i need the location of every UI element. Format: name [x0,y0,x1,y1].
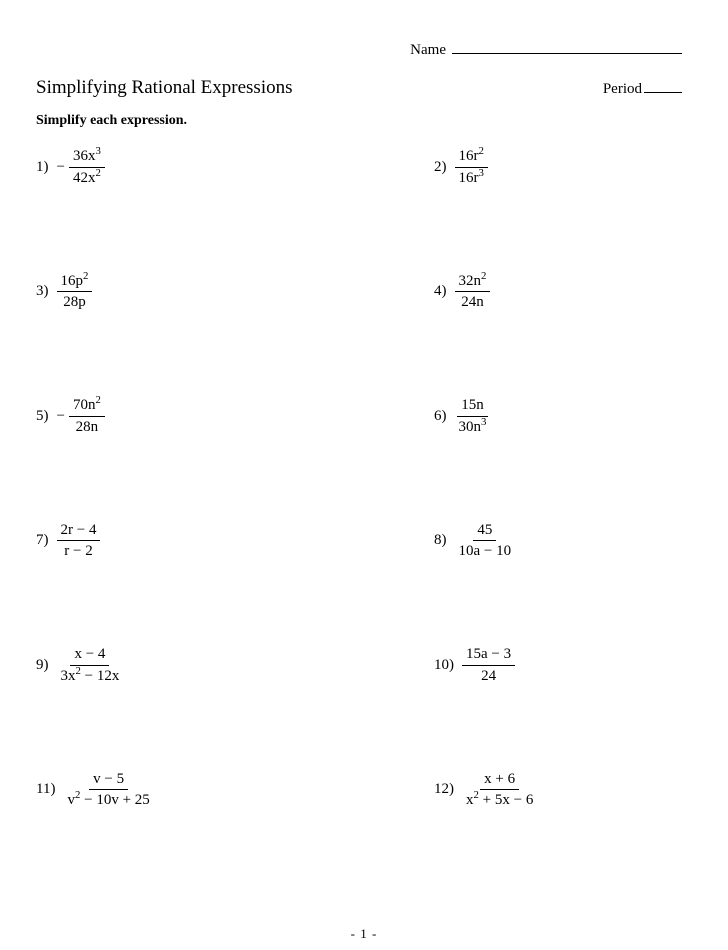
denominator: v2 − 10v + 25 [63,790,153,810]
problem-number: 9) [36,657,49,674]
problem: 10) 15a − 324 [364,645,672,686]
problem-number: 2) [434,159,447,176]
period-blank[interactable] [644,81,682,93]
numerator: v − 5 [89,770,128,791]
denominator: 30n3 [455,417,491,437]
numerator: 16p2 [57,272,93,293]
denominator: x2 + 5x − 6 [462,790,537,810]
problem-number: 4) [434,283,447,300]
page-footer: - 1 - [0,926,728,942]
problem: 6) 15n30n3 [364,396,672,437]
numerator: 15a − 3 [462,645,515,666]
fraction: 2r − 4r − 2 [57,521,101,562]
numerator: 45 [473,521,496,542]
page-title: Simplifying Rational Expressions [36,77,293,99]
problem-number: 1) [36,159,49,176]
denominator: 16r3 [455,168,488,188]
numerator: 32n2 [455,272,491,293]
fraction: 16r216r3 [455,147,488,188]
name-blank[interactable] [452,40,682,54]
name-label: Name [410,42,446,59]
fraction: x + 6x2 + 5x − 6 [462,770,537,811]
problem: 2) 16r216r3 [364,147,672,188]
problem: 12) x + 6x2 + 5x − 6 [364,770,672,811]
problem-number: 12) [434,781,454,798]
numerator: 70n2 [69,396,105,417]
denominator: 24 [477,666,500,686]
fraction: 15n30n3 [455,396,491,437]
problem: 11) v − 5v2 − 10v + 25 [36,770,344,811]
denominator: 28n [72,417,103,437]
problem: 1)−36x342x2 [36,147,344,188]
denominator: 10a − 10 [455,541,516,561]
period-wrap: Period [603,81,692,98]
problem-number: 11) [36,781,55,798]
problem: 9) x − 43x2 − 12x [36,645,344,686]
problem-number: 10) [434,657,454,674]
title-row: Simplifying Rational Expressions Period [36,77,692,99]
negative-sign: − [57,159,65,176]
numerator: 16r2 [455,147,488,168]
problem: 3) 16p228p [36,272,344,313]
worksheet-page: Name Simplifying Rational Expressions Pe… [0,0,728,830]
problem: 5)−70n228n [36,396,344,437]
problem: 7) 2r − 4r − 2 [36,521,344,562]
denominator: 42x2 [69,168,105,188]
fraction: x − 43x2 − 12x [57,645,124,686]
problems-grid: 1)−36x342x22)16r216r33)16p228p4)32n224n5… [36,147,692,810]
problem-number: 5) [36,408,49,425]
problem-number: 8) [434,532,447,549]
problem: 4) 32n224n [364,272,672,313]
problem-number: 7) [36,532,49,549]
problem-number: 6) [434,408,447,425]
denominator: 3x2 − 12x [57,666,124,686]
problem: 8) 4510a − 10 [364,521,672,562]
denominator: 28p [59,292,90,312]
fraction: 70n228n [69,396,105,437]
denominator: 24n [457,292,488,312]
fraction: v − 5v2 − 10v + 25 [63,770,153,811]
fraction: 4510a − 10 [455,521,516,562]
instructions: Simplify each expression. [36,113,692,129]
numerator: x + 6 [480,770,519,791]
fraction: 36x342x2 [69,147,105,188]
fraction: 15a − 324 [462,645,515,686]
numerator: 2r − 4 [57,521,101,542]
header-name-row: Name [36,40,692,59]
fraction: 16p228p [57,272,93,313]
numerator: 36x3 [69,147,105,168]
numerator: x − 4 [70,645,109,666]
period-label: Period [603,81,642,98]
problem-number: 3) [36,283,49,300]
denominator: r − 2 [60,541,96,561]
numerator: 15n [457,396,488,417]
negative-sign: − [57,408,65,425]
fraction: 32n224n [455,272,491,313]
